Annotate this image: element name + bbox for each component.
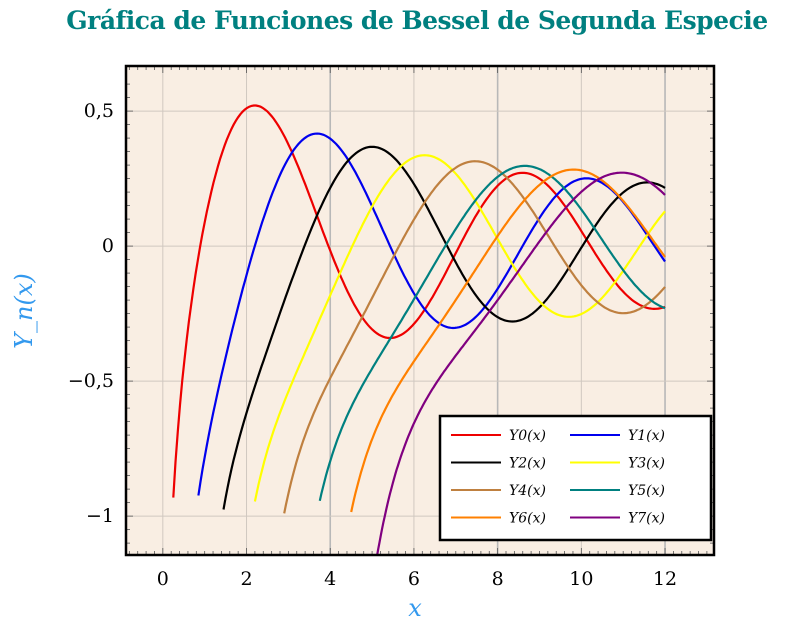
y-tick-label: −0,5 [68, 370, 114, 392]
legend-label-y2: Y2(x) [509, 456, 546, 472]
series-line-y6 [350, 168, 666, 513]
legend-label-y3: Y3(x) [628, 456, 665, 472]
series-line-y1 [197, 132, 666, 496]
x-tick-label: 4 [324, 568, 336, 590]
legend-label-y0: Y0(x) [509, 428, 546, 444]
series-line-y4 [283, 160, 666, 514]
legend: Y0(x) Y1(x) Y2(x) Y3(x) Y4(x) Y5(x) Y6(x) Y7(x) [438, 414, 713, 542]
plot-frame [124, 64, 716, 557]
series-line-y5 [318, 164, 666, 502]
x-tick-label: 2 [240, 568, 252, 590]
x-tick-label: 0 [157, 568, 169, 590]
series-group [172, 104, 666, 555]
series-line-y3 [253, 154, 666, 502]
x-axis-label: x [408, 594, 422, 622]
legend-label-y6: Y6(x) [509, 511, 546, 527]
y-axis-label: Y_n(x) [10, 273, 38, 349]
x-tick-label: 6 [408, 568, 420, 590]
legend-label-y7: Y7(x) [628, 511, 665, 527]
series-line-y0 [172, 104, 666, 498]
y-tick-label: 0 [102, 235, 114, 257]
x-tick-label: 10 [569, 568, 593, 590]
x-tick-label: 8 [492, 568, 504, 590]
series-line-y2 [222, 145, 666, 510]
series-line-y7 [376, 171, 666, 555]
legend-box [438, 414, 713, 542]
legend-label-y4: Y4(x) [509, 483, 546, 499]
legend-label-y5: Y5(x) [628, 483, 665, 499]
chart-title: Gráfica de Funciones de Bessel de Segund… [66, 6, 768, 35]
legend-label-y1: Y1(x) [628, 428, 665, 444]
y-tick-label: −1 [86, 505, 114, 527]
x-tick-label: 12 [653, 568, 677, 590]
y-tick-label: 0,5 [84, 100, 114, 122]
